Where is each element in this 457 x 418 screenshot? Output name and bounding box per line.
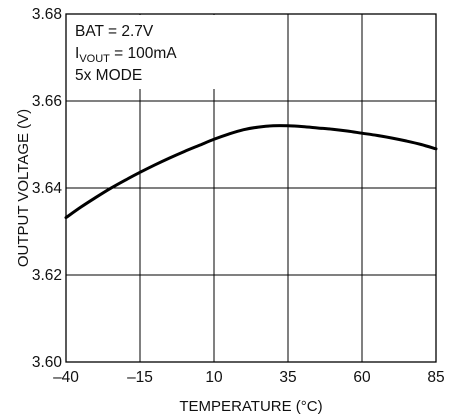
- x-tick-label: 60: [353, 369, 371, 386]
- x-tick-label: 10: [205, 369, 223, 386]
- y-axis-title: OUTPUT VOLTAGE (V): [15, 109, 32, 267]
- x-axis-title: TEMPERATURE (°C): [179, 398, 322, 415]
- annotation-bat: BAT = 2.7V: [75, 23, 154, 40]
- x-tick-label: 85: [427, 369, 444, 386]
- grid: [66, 14, 436, 362]
- x-tick-label: –15: [127, 369, 153, 386]
- annotation-background: [67, 15, 217, 89]
- y-tick-label: 3.60: [32, 354, 63, 371]
- x-tick-label: –40: [53, 369, 79, 386]
- annotation-mode: 5x MODE: [75, 67, 142, 84]
- y-tick-label: 3.68: [32, 6, 62, 23]
- tick-labels: –40 –15 10 35 60 85 3.60 3.62 3.64 3.66 3.68: [32, 6, 445, 386]
- annotation-current-value: = 100mA: [110, 45, 177, 62]
- annotation-current-symbol: I: [75, 45, 79, 62]
- plot-frame: [65, 13, 437, 363]
- annotation-current-subscript: VOUT: [79, 53, 110, 65]
- series-line: [64, 124, 438, 220]
- series-layer: [64, 124, 438, 220]
- y-tick-label: 3.66: [32, 93, 62, 110]
- x-tick-label: 35: [279, 369, 296, 386]
- annotation-current: IVOUT = 100mA: [75, 45, 177, 65]
- y-tick-label: 3.64: [32, 180, 63, 197]
- y-tick-label: 3.62: [32, 267, 62, 284]
- annotation-box: BAT = 2.7V IVOUT = 100mA 5x MODE: [75, 23, 177, 84]
